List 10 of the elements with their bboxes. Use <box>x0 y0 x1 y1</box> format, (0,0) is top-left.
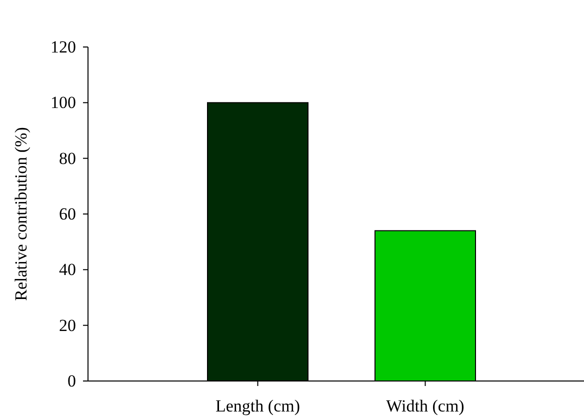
y-tick-label: 80 <box>59 148 76 168</box>
y-tick-label: 20 <box>59 316 76 335</box>
y-tick-label: 60 <box>59 204 76 224</box>
x-tick-label: Length (cm) <box>216 396 300 416</box>
y-axis-title: Relative contribution (%) <box>12 127 30 301</box>
x-tick-label: Width (cm) <box>386 396 464 416</box>
y-tick-label: 120 <box>50 38 76 56</box>
y-tick-label: 100 <box>50 93 76 112</box>
y-tick-label: 0 <box>68 372 76 390</box>
y-tick-label: 40 <box>59 260 76 280</box>
